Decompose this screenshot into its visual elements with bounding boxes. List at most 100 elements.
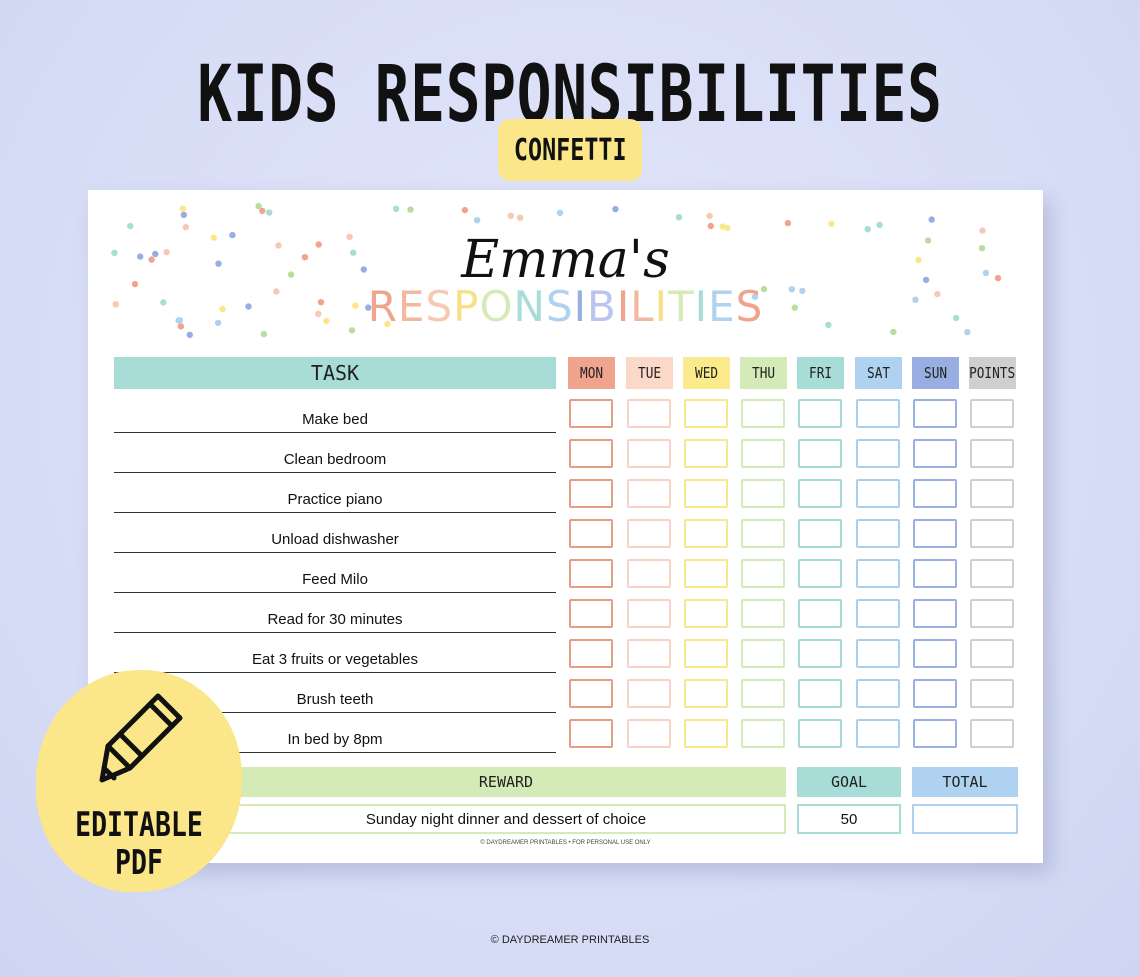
confetti-dot xyxy=(407,206,414,213)
checkbox-fri-row-8[interactable] xyxy=(798,679,842,708)
checkbox-tue-row-6[interactable] xyxy=(627,599,671,628)
task-row[interactable]: Brush teeth xyxy=(114,675,556,713)
checkbox-mon-row-3[interactable] xyxy=(569,479,613,508)
checkbox-mon-row-4[interactable] xyxy=(569,519,613,548)
checkbox-mon-row-5[interactable] xyxy=(569,559,613,588)
task-row[interactable]: Read for 30 minutes xyxy=(114,595,556,633)
checkbox-wed-row-5[interactable] xyxy=(684,559,728,588)
checkbox-mon-row-7[interactable] xyxy=(569,639,613,668)
day-header-fri: FRI xyxy=(797,357,844,389)
confetti-dot xyxy=(186,331,193,338)
checkbox-mon-row-2[interactable] xyxy=(569,439,613,468)
task-row[interactable]: Eat 3 fruits or vegetables xyxy=(114,635,556,673)
checkbox-sun-row-9[interactable] xyxy=(913,719,957,748)
checkbox-sat-row-9[interactable] xyxy=(856,719,900,748)
checkbox-tue-row-7[interactable] xyxy=(627,639,671,668)
checkbox-points-row-5[interactable] xyxy=(970,559,1014,588)
checkbox-thu-row-6[interactable] xyxy=(741,599,785,628)
checkbox-sun-row-8[interactable] xyxy=(913,679,957,708)
checkbox-fri-row-5[interactable] xyxy=(798,559,842,588)
checkbox-fri-row-3[interactable] xyxy=(798,479,842,508)
task-row[interactable]: Make bed xyxy=(114,395,556,433)
confetti-dot xyxy=(934,290,941,298)
day-header-sun: SUN xyxy=(912,357,959,389)
checkbox-wed-row-8[interactable] xyxy=(684,679,728,708)
checkbox-points-row-4[interactable] xyxy=(970,519,1014,548)
checkbox-tue-row-5[interactable] xyxy=(627,559,671,588)
checkbox-points-row-3[interactable] xyxy=(970,479,1014,508)
checkbox-fri-row-1[interactable] xyxy=(798,399,842,428)
checkbox-sun-row-7[interactable] xyxy=(913,639,957,668)
checkbox-thu-row-5[interactable] xyxy=(741,559,785,588)
checkbox-wed-row-1[interactable] xyxy=(684,399,728,428)
checkbox-wed-row-2[interactable] xyxy=(684,439,728,468)
checkbox-sun-row-1[interactable] xyxy=(913,399,957,428)
day-header-points: POINTS xyxy=(969,357,1016,389)
checkbox-fri-row-7[interactable] xyxy=(798,639,842,668)
checkbox-sat-row-3[interactable] xyxy=(856,479,900,508)
checkbox-points-row-7[interactable] xyxy=(970,639,1014,668)
heading-letter: B xyxy=(587,282,617,331)
checkbox-tue-row-1[interactable] xyxy=(627,399,671,428)
checkbox-thu-row-7[interactable] xyxy=(741,639,785,668)
task-row[interactable]: Feed Milo xyxy=(114,555,556,593)
checkbox-tue-row-8[interactable] xyxy=(627,679,671,708)
confetti-dot xyxy=(922,276,930,284)
checkbox-fri-row-6[interactable] xyxy=(798,599,842,628)
checkbox-tue-row-2[interactable] xyxy=(627,439,671,468)
checkbox-sun-row-4[interactable] xyxy=(913,519,957,548)
goal-field[interactable]: 50 xyxy=(797,804,901,834)
checkbox-sun-row-2[interactable] xyxy=(913,439,957,468)
checkbox-points-row-8[interactable] xyxy=(970,679,1014,708)
checkbox-sat-row-5[interactable] xyxy=(856,559,900,588)
checkbox-sat-row-6[interactable] xyxy=(856,599,900,628)
checkbox-mon-row-8[interactable] xyxy=(569,679,613,708)
checkbox-mon-row-6[interactable] xyxy=(569,599,613,628)
checkbox-sun-row-5[interactable] xyxy=(913,559,957,588)
checkbox-wed-row-9[interactable] xyxy=(684,719,728,748)
checkbox-thu-row-1[interactable] xyxy=(741,399,785,428)
heading-letter: P xyxy=(453,282,480,331)
checkbox-sun-row-6[interactable] xyxy=(913,599,957,628)
checkbox-sat-row-7[interactable] xyxy=(856,639,900,668)
checkbox-sun-row-3[interactable] xyxy=(913,479,957,508)
checkbox-thu-row-9[interactable] xyxy=(741,719,785,748)
checkbox-thu-row-3[interactable] xyxy=(741,479,785,508)
checkbox-tue-row-4[interactable] xyxy=(627,519,671,548)
checkbox-sat-row-4[interactable] xyxy=(856,519,900,548)
checkbox-points-row-9[interactable] xyxy=(970,719,1014,748)
checkbox-thu-row-8[interactable] xyxy=(741,679,785,708)
checkbox-fri-row-9[interactable] xyxy=(798,719,842,748)
checkbox-wed-row-6[interactable] xyxy=(684,599,728,628)
task-row[interactable]: Unload dishwasher xyxy=(114,515,556,553)
checkbox-thu-row-4[interactable] xyxy=(741,519,785,548)
checkbox-wed-row-4[interactable] xyxy=(684,519,728,548)
checkbox-mon-row-9[interactable] xyxy=(569,719,613,748)
confetti-dot xyxy=(175,317,182,324)
checkbox-thu-row-2[interactable] xyxy=(741,439,785,468)
checkbox-wed-row-3[interactable] xyxy=(684,479,728,508)
task-row[interactable]: In bed by 8pm xyxy=(114,715,556,753)
reward-field[interactable]: Sunday night dinner and dessert of choic… xyxy=(226,804,786,834)
total-field[interactable] xyxy=(912,804,1018,834)
task-row[interactable]: Practice piano xyxy=(114,475,556,513)
checkbox-points-row-6[interactable] xyxy=(970,599,1014,628)
checkbox-sat-row-8[interactable] xyxy=(856,679,900,708)
checkbox-sat-row-2[interactable] xyxy=(856,439,900,468)
checkbox-tue-row-9[interactable] xyxy=(627,719,671,748)
checkbox-fri-row-2[interactable] xyxy=(798,439,842,468)
task-row[interactable]: Clean bedroom xyxy=(114,435,556,473)
checkbox-fri-row-4[interactable] xyxy=(798,519,842,548)
confetti-dot xyxy=(127,222,134,230)
checkbox-sat-row-1[interactable] xyxy=(856,399,900,428)
confetti-dot xyxy=(360,266,367,273)
confetti-dot xyxy=(994,274,1002,282)
checkbox-tue-row-3[interactable] xyxy=(627,479,671,508)
checkbox-mon-row-1[interactable] xyxy=(569,399,613,428)
checkbox-points-row-1[interactable] xyxy=(970,399,1014,428)
checkbox-wed-row-7[interactable] xyxy=(684,639,728,668)
checkbox-points-row-2[interactable] xyxy=(970,439,1014,468)
heading-letter: S xyxy=(425,282,454,331)
confetti-dot xyxy=(784,219,792,227)
confetti-dot xyxy=(111,249,118,256)
